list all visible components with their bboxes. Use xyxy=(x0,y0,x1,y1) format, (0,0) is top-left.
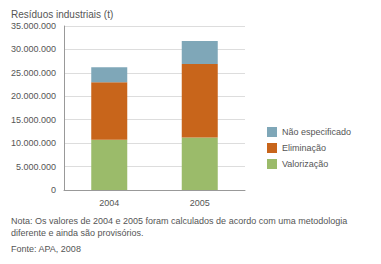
svg-text:30.000.000: 30.000.000 xyxy=(11,44,56,54)
svg-text:Nota: Os valores de 2004 e 200: Nota: Os valores de 2004 e 2005 foram ca… xyxy=(11,216,350,226)
svg-text:0: 0 xyxy=(51,185,56,195)
svg-text:Eliminação: Eliminação xyxy=(282,143,326,153)
svg-text:25.000.000: 25.000.000 xyxy=(11,68,56,78)
svg-text:15.000.000: 15.000.000 xyxy=(11,115,56,125)
svg-text:Valorização: Valorização xyxy=(282,159,328,169)
svg-text:5.000.000: 5.000.000 xyxy=(16,162,56,172)
svg-text:35.000.000: 35.000.000 xyxy=(11,21,56,31)
svg-text:Resíduos industriais (t): Resíduos industriais (t) xyxy=(11,9,113,20)
svg-text:2005: 2005 xyxy=(190,198,210,208)
svg-text:10.000.000: 10.000.000 xyxy=(11,138,56,148)
svg-text:2004: 2004 xyxy=(99,198,119,208)
svg-text:Não especificado: Não especificado xyxy=(282,127,351,137)
svg-text:diferente e ainda são provisór: diferente e ainda são provisórios. xyxy=(11,228,144,238)
svg-text:20.000.000: 20.000.000 xyxy=(11,91,56,101)
svg-text:Fonte: APA, 2008: Fonte: APA, 2008 xyxy=(11,244,81,254)
